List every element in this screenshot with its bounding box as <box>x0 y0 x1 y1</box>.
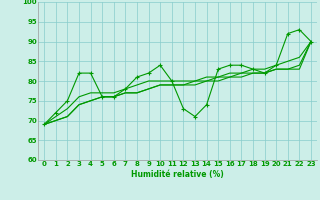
X-axis label: Humidité relative (%): Humidité relative (%) <box>131 170 224 179</box>
